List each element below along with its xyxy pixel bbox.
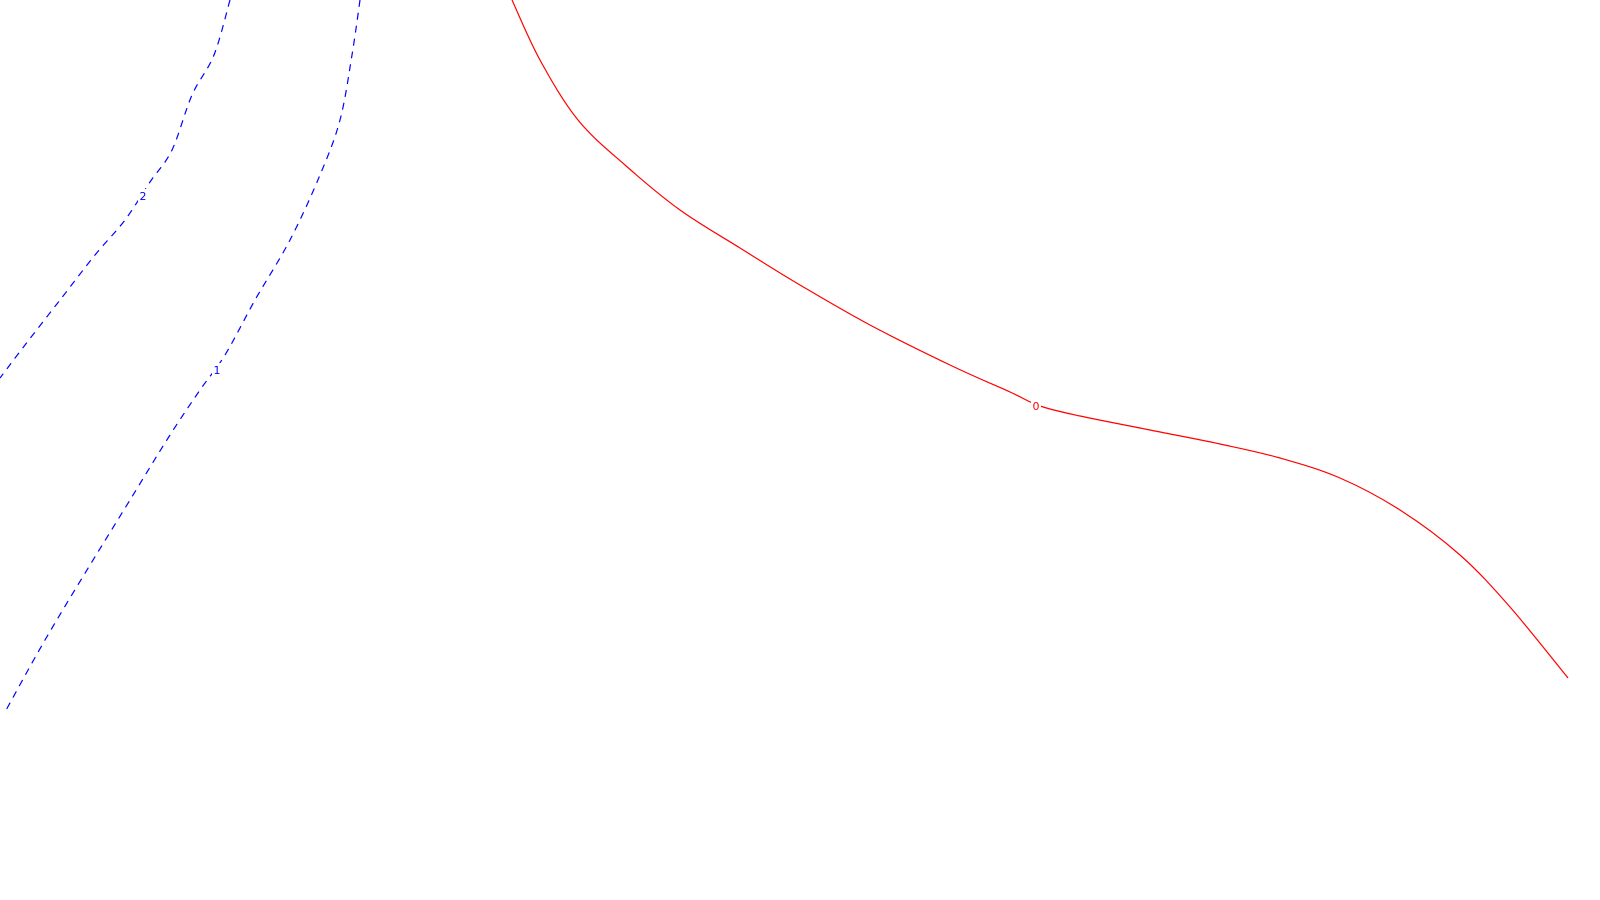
contour-label-1: 1 [214,364,221,377]
contour-label-background [212,363,222,376]
contour-label-background [1031,399,1041,412]
contour-label-background [138,189,148,202]
contour-line-level-2 [0,0,231,379]
contour-label-2: 2 [140,190,147,203]
contour-labels-group: 2 1 0 [138,189,1041,413]
contour-lines-group [0,0,1569,713]
contour-label-0: 0 [1033,400,1040,413]
contour-line-level-0 [511,0,1569,679]
contour-line-level-1 [4,0,361,713]
